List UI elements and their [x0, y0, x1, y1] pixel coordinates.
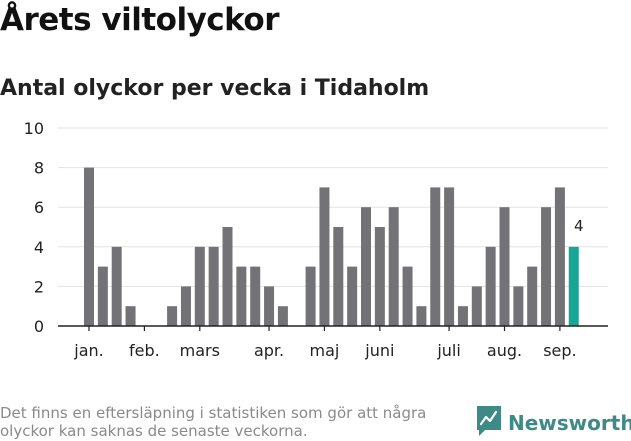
bar: [388, 207, 399, 326]
bar: [236, 266, 247, 326]
bar: [361, 207, 371, 326]
data-labels: 4: [574, 217, 584, 235]
y-axis-ticks: 0 2 4 6 8 10: [24, 119, 44, 336]
bar: [402, 266, 413, 326]
x-tick-label: jan.: [73, 341, 103, 360]
x-tick-label: feb.: [129, 341, 160, 360]
bar: [541, 207, 552, 326]
bars: [84, 167, 579, 326]
x-tick-label: sep.: [543, 341, 576, 360]
bar: [111, 246, 122, 326]
bar: [264, 286, 275, 326]
bar: [485, 246, 496, 326]
bar: [277, 306, 288, 326]
bar: [333, 227, 344, 326]
x-axis: jan. feb. mars apr. maj juni juli aug. sep.: [58, 325, 608, 360]
bar: [222, 227, 233, 326]
x-tick-label: aug.: [487, 341, 522, 360]
bar: [125, 306, 136, 326]
y-tick-label: 2: [34, 277, 44, 296]
bar: [305, 266, 316, 326]
y-tick-label: 4: [34, 238, 44, 257]
bar: [457, 306, 468, 326]
x-tick-label: apr.: [254, 341, 284, 360]
bar: [180, 286, 191, 326]
bar: [430, 187, 441, 326]
bar: [444, 187, 455, 326]
bar: [347, 266, 358, 326]
bar: [554, 187, 565, 326]
grid-lines: [58, 127, 608, 287]
bar: [167, 306, 178, 326]
bar: [416, 306, 427, 326]
x-tick-label: juni: [364, 341, 394, 360]
bar: [499, 207, 510, 326]
bar-highlight: [568, 246, 579, 326]
bar: [471, 286, 482, 326]
y-tick-label: 0: [34, 317, 44, 336]
bar: [97, 266, 108, 326]
footnote: Det finns en eftersläpning i statistiken…: [0, 404, 427, 440]
bar: [84, 167, 94, 326]
brand-logo: Newsworthy: [476, 406, 631, 440]
chart-subtitle: Antal olyckor per vecka i Tidaholm: [0, 76, 430, 101]
data-label: 4: [574, 217, 584, 235]
y-tick-label: 10: [24, 119, 44, 138]
y-tick-label: 8: [34, 159, 44, 178]
x-tick-label: mars: [180, 341, 220, 360]
bar-chart: 0 2 4 6 8 10 jan. feb. mars apr. maj juni juli aug. s…: [24, 119, 608, 360]
chart-title: Årets viltolyckor: [0, 2, 280, 38]
bar: [208, 246, 219, 326]
bar: [250, 266, 261, 326]
bar: [374, 227, 385, 326]
bar: [319, 187, 330, 326]
bar: [194, 246, 205, 326]
y-tick-label: 6: [34, 198, 44, 217]
bar: [513, 286, 524, 326]
newsworthy-logo-icon: [476, 405, 502, 441]
brand-name: Newsworthy: [508, 411, 631, 435]
x-tick-label: maj: [310, 341, 340, 360]
x-tick-label: juli: [436, 341, 460, 360]
bar: [527, 266, 538, 326]
